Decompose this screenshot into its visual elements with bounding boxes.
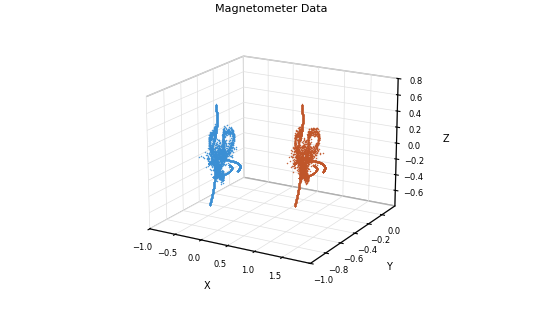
- Title: Magnetometer Data: Magnetometer Data: [215, 3, 327, 14]
- X-axis label: X: X: [204, 281, 210, 291]
- Y-axis label: Y: Y: [386, 262, 391, 272]
